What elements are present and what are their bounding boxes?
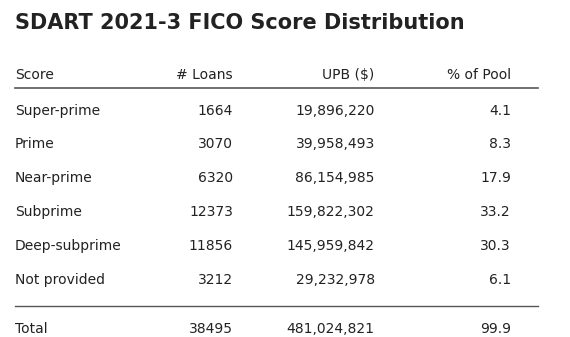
Text: 159,822,302: 159,822,302 <box>287 206 374 219</box>
Text: Subprime: Subprime <box>15 206 82 219</box>
Text: 6.1: 6.1 <box>489 273 511 287</box>
Text: # Loans: # Loans <box>177 67 233 82</box>
Text: 3070: 3070 <box>198 137 233 152</box>
Text: 6320: 6320 <box>198 172 233 185</box>
Text: 8.3: 8.3 <box>489 137 511 152</box>
Text: Score: Score <box>15 67 54 82</box>
Text: Prime: Prime <box>15 137 55 152</box>
Text: 145,959,842: 145,959,842 <box>287 239 374 253</box>
Text: 99.9: 99.9 <box>480 322 511 336</box>
Text: Total: Total <box>15 322 48 336</box>
Text: Deep-subprime: Deep-subprime <box>15 239 122 253</box>
Text: 38495: 38495 <box>189 322 233 336</box>
Text: Near-prime: Near-prime <box>15 172 93 185</box>
Text: 29,232,978: 29,232,978 <box>296 273 374 287</box>
Text: 86,154,985: 86,154,985 <box>295 172 374 185</box>
Text: 39,958,493: 39,958,493 <box>295 137 374 152</box>
Text: 11856: 11856 <box>189 239 233 253</box>
Text: 30.3: 30.3 <box>481 239 511 253</box>
Text: % of Pool: % of Pool <box>447 67 511 82</box>
Text: 19,896,220: 19,896,220 <box>295 103 374 118</box>
Text: 4.1: 4.1 <box>489 103 511 118</box>
Text: 1664: 1664 <box>198 103 233 118</box>
Text: 12373: 12373 <box>189 206 233 219</box>
Text: 481,024,821: 481,024,821 <box>287 322 374 336</box>
Text: 17.9: 17.9 <box>480 172 511 185</box>
Text: 3212: 3212 <box>198 273 233 287</box>
Text: SDART 2021-3 FICO Score Distribution: SDART 2021-3 FICO Score Distribution <box>15 13 465 33</box>
Text: Not provided: Not provided <box>15 273 105 287</box>
Text: UPB ($): UPB ($) <box>323 67 374 82</box>
Text: Super-prime: Super-prime <box>15 103 100 118</box>
Text: 33.2: 33.2 <box>481 206 511 219</box>
